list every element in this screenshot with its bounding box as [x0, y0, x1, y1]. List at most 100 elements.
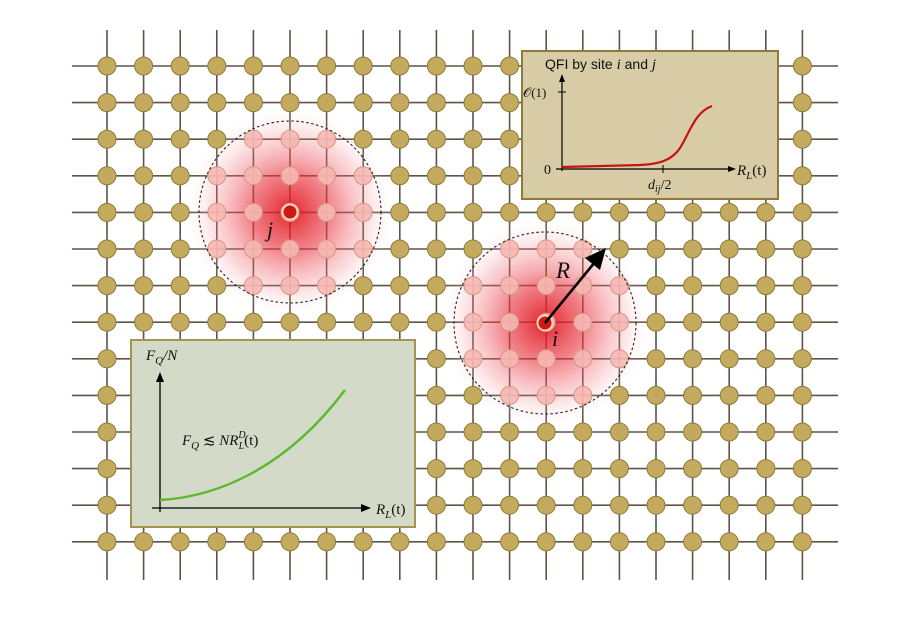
lattice-site — [426, 532, 446, 552]
lattice-site — [97, 166, 117, 186]
lattice-site — [573, 349, 593, 369]
inset-qfi-x-arrow — [728, 166, 736, 172]
lattice-site — [646, 495, 666, 515]
lattice-site — [243, 166, 263, 186]
lattice-site — [426, 56, 446, 76]
label-i: i — [552, 326, 558, 351]
lattice-site — [500, 349, 520, 369]
lattice-site — [317, 532, 337, 552]
lattice-site — [609, 495, 629, 515]
lattice-site — [97, 349, 117, 369]
lattice-site — [792, 166, 812, 186]
lattice-site — [207, 239, 227, 259]
lattice-site — [280, 312, 300, 332]
lattice-site — [390, 202, 410, 222]
lattice-site — [683, 532, 703, 552]
lattice-site — [317, 166, 337, 186]
lattice-site — [317, 93, 337, 113]
lattice-site — [609, 385, 629, 405]
lattice-site — [207, 56, 227, 76]
lattice-site — [646, 385, 666, 405]
lattice-site — [792, 459, 812, 479]
lattice-site — [463, 495, 483, 515]
lattice-site — [243, 202, 263, 222]
lattice-site — [170, 93, 190, 113]
lattice-site — [719, 312, 739, 332]
lattice-site — [97, 495, 117, 515]
lattice-site — [500, 166, 520, 186]
lattice-site — [353, 56, 373, 76]
lattice-site — [756, 202, 776, 222]
lattice-site — [609, 532, 629, 552]
lattice-site — [500, 459, 520, 479]
inset-qfi-curve — [561, 104, 713, 169]
lattice-site — [170, 239, 190, 259]
lattice-site — [426, 276, 446, 296]
lattice-site — [390, 532, 410, 552]
inset-fisher-equation: FQ ≲ NRD L(t) — [181, 430, 258, 452]
lattice-site — [500, 532, 520, 552]
lattice-site — [609, 349, 629, 369]
lattice-site — [719, 276, 739, 296]
boundary-circle-j — [198, 120, 382, 304]
lattice-site — [207, 93, 227, 113]
lattice-site — [97, 93, 117, 113]
lattice-site — [390, 239, 410, 259]
lattice-site — [353, 166, 373, 186]
lattice-site — [719, 495, 739, 515]
lattice-site — [390, 56, 410, 76]
lattice-site — [573, 495, 593, 515]
lattice-site — [646, 202, 666, 222]
lattice-site — [536, 276, 556, 296]
lattice-site — [536, 459, 556, 479]
lattice-site — [500, 56, 520, 76]
lattice-site — [463, 532, 483, 552]
lattice-site — [500, 129, 520, 149]
lattice-site — [463, 312, 483, 332]
lattice-site — [243, 312, 263, 332]
lattice-site — [353, 532, 373, 552]
lattice-site — [134, 276, 154, 296]
lattice-site — [756, 349, 776, 369]
lattice-site — [97, 129, 117, 149]
lattice-site — [207, 276, 227, 296]
lattice-site — [134, 202, 154, 222]
lattice-site — [609, 312, 629, 332]
lattice-site — [353, 129, 373, 149]
lattice-site — [683, 312, 703, 332]
lattice-site — [536, 422, 556, 442]
lattice-site — [243, 93, 263, 113]
lattice-site — [792, 385, 812, 405]
lattice-site — [97, 239, 117, 259]
lattice-site — [426, 349, 446, 369]
lattice-site — [317, 276, 337, 296]
lattice-site — [134, 532, 154, 552]
lattice-site — [317, 239, 337, 259]
lattice-site — [536, 349, 556, 369]
lattice-site — [792, 276, 812, 296]
lattice-site — [500, 385, 520, 405]
lattice-site — [353, 202, 373, 222]
lattice-site — [756, 532, 776, 552]
lattice-site — [719, 202, 739, 222]
lattice-site — [317, 202, 337, 222]
lattice-site — [500, 276, 520, 296]
lattice-site — [683, 495, 703, 515]
inset-fisher-x-arrow — [361, 504, 371, 512]
lattice-site — [792, 239, 812, 259]
lattice-site — [646, 349, 666, 369]
lattice-site — [97, 459, 117, 479]
lattice-site — [317, 312, 337, 332]
lattice-site — [280, 239, 300, 259]
lattice-site — [243, 276, 263, 296]
lattice-site — [646, 532, 666, 552]
lattice-site — [573, 385, 593, 405]
lattice-site — [536, 532, 556, 552]
lattice-site — [573, 459, 593, 479]
lattice-site — [683, 202, 703, 222]
inset-qfi-y-arrow — [559, 74, 565, 82]
lattice-site — [134, 312, 154, 332]
lattice-site — [683, 385, 703, 405]
lattice-site — [97, 422, 117, 442]
lattice-site — [170, 312, 190, 332]
